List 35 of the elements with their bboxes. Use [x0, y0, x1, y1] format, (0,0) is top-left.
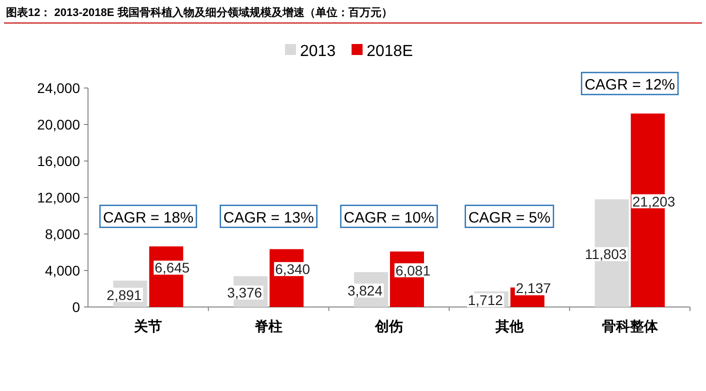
- data-label: 11,803: [584, 246, 627, 262]
- data-label: 6,340: [275, 261, 310, 278]
- x-tick-label: 其他: [494, 318, 524, 334]
- title: 图表12： 2013-2018E 我国骨科植入物及细分领域规模及增速（单位：百万元）: [6, 7, 392, 19]
- data-label: 2,137: [516, 280, 552, 296]
- data-label: 3,824: [347, 282, 383, 299]
- legend-label: 2013: [300, 43, 336, 60]
- annotation: CAGR = 5%: [464, 204, 554, 228]
- annotation: CAGR = 12%: [584, 76, 676, 94]
- y-tick-label: 0: [72, 299, 80, 315]
- legend-label: 2018E: [366, 43, 413, 60]
- annotation: CAGR = 18%: [102, 209, 194, 226]
- y-tick-label: 16,000: [37, 153, 80, 169]
- annotation: CAGR = 12%: [580, 72, 679, 96]
- x-tick-label: 骨科整体: [602, 318, 659, 334]
- annotation: CAGR = 13%: [220, 204, 318, 228]
- annotation: CAGR = 10%: [344, 209, 434, 226]
- y-tick-label: 12,000: [37, 190, 80, 206]
- data-label: 21,203: [632, 193, 676, 210]
- annotation: CAGR = 10%: [340, 204, 438, 228]
- data-label: 3,376: [227, 284, 262, 301]
- data-label: 6,081: [395, 262, 431, 278]
- y-tick-label: 20,000: [37, 116, 80, 132]
- data-label: 2,891: [106, 286, 142, 303]
- annotation: CAGR = 5%: [468, 209, 550, 226]
- annotation: CAGR = 13%: [223, 209, 314, 226]
- data-label: 1,712: [468, 292, 504, 308]
- data-label: 6,645: [154, 260, 190, 276]
- annotation: CAGR = 18%: [99, 204, 198, 228]
- x-tick-label: 关节: [133, 318, 162, 334]
- x-tick-label: 脊柱: [254, 318, 283, 334]
- y-tick-label: 4,000: [44, 262, 80, 278]
- x-tick-label: 创伤: [374, 318, 403, 334]
- y-tick-label: 24,000: [37, 80, 80, 96]
- y-tick-label: 8,000: [44, 226, 80, 242]
